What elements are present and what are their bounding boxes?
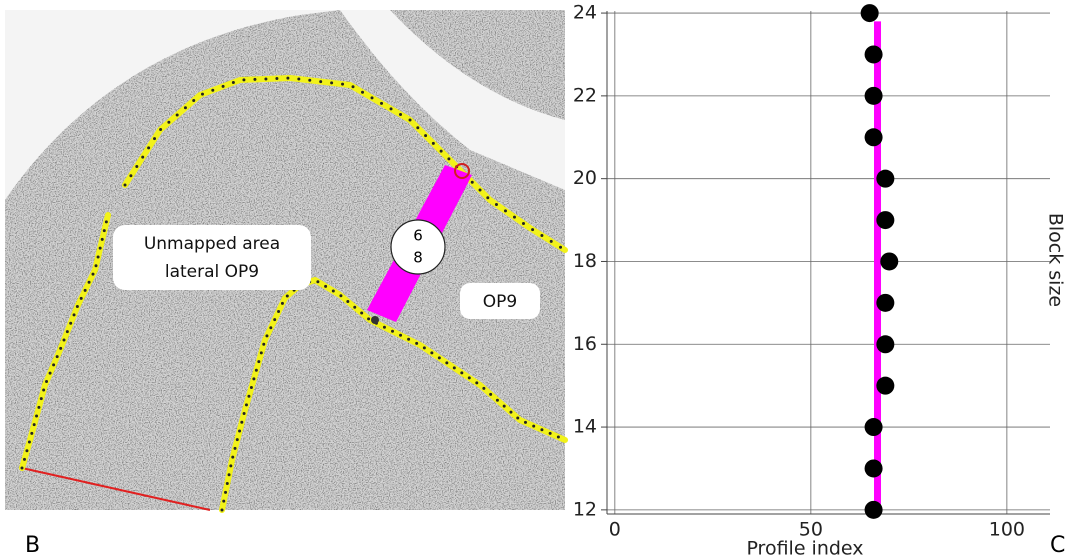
circle-label: 6 bbox=[413, 227, 423, 245]
circle-label: 8 bbox=[413, 249, 423, 267]
y-tick-label: 12 bbox=[573, 498, 597, 520]
chart: Profile index Block size 12 14 16 18 20 22 24 0… bbox=[573, 2, 1067, 559]
point bbox=[876, 169, 895, 188]
panel-label: B bbox=[25, 533, 40, 558]
y-tick-label: 14 bbox=[573, 416, 597, 438]
panel-label: C bbox=[1050, 533, 1065, 558]
boundary bbox=[219, 277, 568, 513]
region-label: lateral OP9 bbox=[165, 262, 259, 282]
point bbox=[864, 500, 883, 519]
circle-badge bbox=[390, 219, 446, 275]
point bbox=[864, 45, 883, 64]
y-tick-label: 16 bbox=[573, 333, 597, 355]
point bbox=[876, 211, 895, 230]
y-tick-label: 20 bbox=[573, 167, 597, 189]
marker bbox=[454, 163, 470, 179]
red-border bbox=[21, 467, 211, 511]
y-tick-label: 18 bbox=[573, 250, 597, 272]
microscopy-image: Unmapped area lateral OP9 OP9 6 8 bbox=[5, 10, 568, 513]
boundary bbox=[122, 75, 568, 253]
region-label: Unmapped area bbox=[144, 234, 280, 254]
area-label: OP9 bbox=[483, 292, 517, 312]
y-axis-label: Block size bbox=[1045, 213, 1067, 307]
x-tick-label: 50 bbox=[799, 519, 823, 541]
boundary bbox=[19, 212, 111, 471]
x-tick-label: 0 bbox=[609, 519, 621, 541]
point bbox=[864, 86, 883, 105]
point bbox=[880, 252, 899, 271]
point bbox=[864, 418, 883, 437]
label-box bbox=[460, 283, 540, 319]
point bbox=[864, 459, 883, 478]
label-box bbox=[113, 225, 311, 290]
marker bbox=[371, 316, 379, 324]
point bbox=[860, 4, 879, 23]
y-tick-label: 22 bbox=[573, 84, 597, 106]
point bbox=[864, 128, 883, 147]
point bbox=[876, 293, 895, 312]
x-tick-label: 100 bbox=[989, 519, 1025, 541]
x-axis-label: Profile index bbox=[746, 538, 863, 559]
point bbox=[876, 376, 895, 395]
point bbox=[876, 335, 895, 354]
y-tick-label: 24 bbox=[573, 2, 597, 24]
